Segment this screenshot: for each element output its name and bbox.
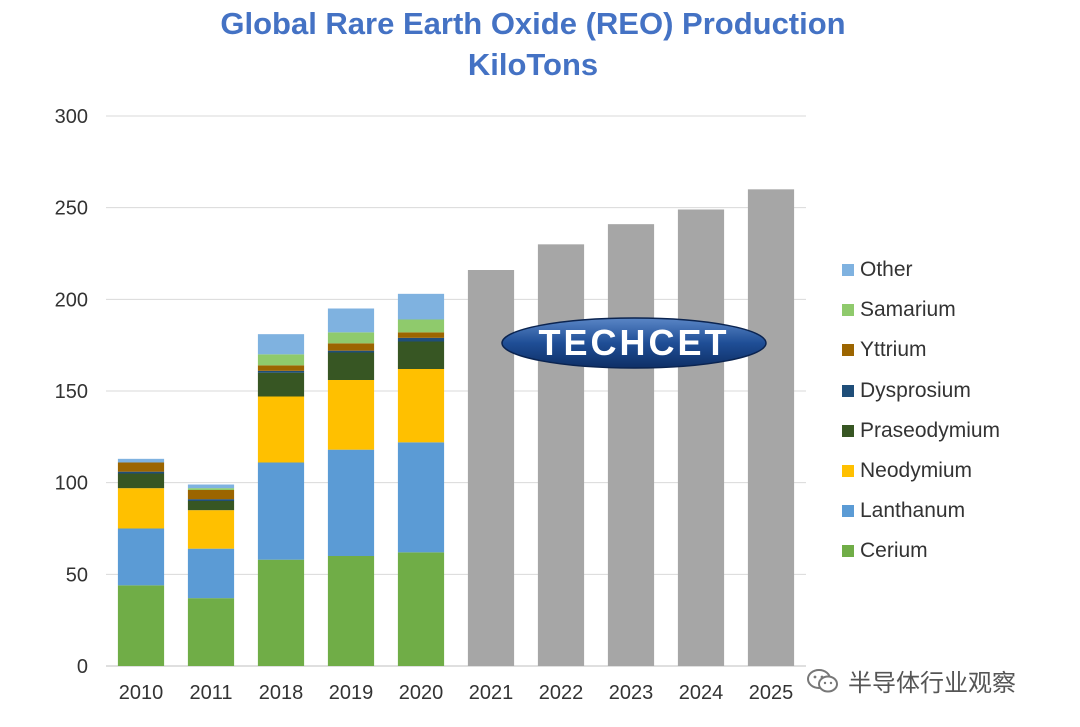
bar-dysprosium-2020 — [397, 337, 445, 342]
bar-lanthanum-2018 — [257, 462, 305, 560]
bar-lanthanum-2020 — [397, 442, 445, 553]
bar-lanthanum-2011 — [187, 548, 235, 599]
x-tick-label: 2019 — [329, 682, 374, 704]
chart-title: Global Rare Earth Oxide (REO) Production — [220, 6, 846, 41]
legend-item-dysprosium: Dysprosium — [842, 371, 1000, 411]
legend-swatch — [842, 384, 854, 397]
legend-label: Cerium — [860, 539, 928, 563]
bar-samarium-2020 — [397, 319, 445, 333]
bar-dysprosium-2018 — [257, 370, 305, 373]
legend-label: Dysprosium — [860, 378, 971, 402]
bar-forecast-2023 — [607, 224, 655, 666]
legend-swatch — [842, 465, 854, 478]
bar-yttrium-2018 — [257, 365, 305, 371]
watermark: 半导体行业观察 — [806, 663, 1016, 698]
bar-yttrium-2020 — [397, 332, 445, 338]
legend-swatch — [842, 505, 854, 518]
legend-label: Lanthanum — [860, 499, 966, 523]
legend-label: Yttrium — [860, 338, 927, 362]
bar-lanthanum-2010 — [117, 528, 165, 586]
bar-samarium-2011 — [187, 488, 235, 490]
bar-cerium-2011 — [187, 598, 235, 666]
x-tick-label: 2023 — [609, 682, 654, 704]
logo-text: TECHCET — [539, 322, 730, 363]
legend-label: Praseodymium — [860, 418, 1001, 442]
bar-neodymium-2018 — [257, 396, 305, 463]
bars — [117, 189, 795, 667]
bar-other-2011 — [187, 484, 235, 489]
legend-item-samarium: Samarium — [842, 290, 1000, 330]
legend-label: Other — [860, 258, 913, 282]
bar-other-2010 — [117, 458, 165, 463]
bar-dysprosium-2019 — [327, 350, 375, 353]
legend-item-cerium: Cerium — [842, 531, 1000, 571]
techcet-logo: TECHCET — [500, 316, 768, 370]
bar-neodymium-2019 — [327, 380, 375, 450]
legend-item-yttrium: Yttrium — [842, 330, 1000, 370]
legend-swatch — [842, 264, 854, 277]
watermark-text: 半导体行业观察 — [848, 669, 1016, 697]
bar-dysprosium-2011 — [187, 499, 235, 501]
bar-other-2018 — [257, 334, 305, 355]
bar-praseodymium-2011 — [187, 501, 235, 511]
chart-subtitle: KiloTons — [467, 47, 599, 82]
x-tick-label: 2025 — [749, 682, 794, 704]
bar-neodymium-2020 — [397, 369, 445, 443]
x-tick-label: 2022 — [539, 682, 584, 704]
legend-item-neodymium: Neodymium — [842, 451, 1000, 491]
x-tick-label: 2011 — [189, 682, 232, 704]
y-tick-label: 300 — [55, 106, 88, 128]
bar-cerium-2019 — [327, 556, 375, 666]
x-tick-label: 2024 — [679, 682, 724, 704]
x-tick-label: 2021 — [469, 682, 514, 704]
bar-praseodymium-2018 — [257, 372, 305, 397]
y-tick-label: 250 — [55, 198, 88, 220]
legend-label: Neodymium — [860, 459, 973, 483]
legend-swatch — [842, 344, 854, 357]
bar-praseodymium-2019 — [327, 352, 375, 380]
bar-samarium-2019 — [327, 332, 375, 344]
bar-forecast-2024 — [677, 209, 725, 666]
y-tick-label: 0 — [77, 656, 88, 678]
legend-label: Samarium — [860, 298, 956, 322]
bar-other-2020 — [397, 293, 445, 320]
legend-swatch — [842, 545, 854, 558]
bar-other-2019 — [327, 308, 375, 333]
bar-yttrium-2019 — [327, 343, 375, 351]
bar-samarium-2018 — [257, 354, 305, 366]
x-tick-label: 2020 — [399, 682, 444, 704]
y-tick-label: 100 — [55, 473, 88, 495]
y-axis: 0 50 100 150 200 250 300 — [55, 106, 88, 678]
y-tick-label: 50 — [66, 564, 88, 586]
bar-neodymium-2011 — [187, 510, 235, 549]
bar-dysprosium-2010 — [117, 471, 165, 474]
y-tick-label: 200 — [55, 289, 88, 311]
bar-yttrium-2011 — [187, 490, 235, 500]
x-tick-label: 2018 — [259, 682, 304, 704]
legend-item-other: Other — [842, 250, 1000, 290]
bar-praseodymium-2010 — [117, 473, 165, 489]
legend-swatch — [842, 304, 854, 317]
bar-cerium-2020 — [397, 552, 445, 666]
wechat-icon — [807, 668, 838, 692]
bar-cerium-2010 — [117, 585, 165, 666]
bar-forecast-2022 — [537, 244, 585, 667]
bar-forecast-2025 — [747, 189, 795, 667]
bar-praseodymium-2020 — [397, 341, 445, 369]
y-tick-label: 150 — [55, 381, 88, 403]
bar-cerium-2018 — [257, 559, 305, 666]
bar-yttrium-2010 — [117, 462, 165, 472]
legend-item-lanthanum: Lanthanum — [842, 491, 1000, 531]
x-axis: 2010 2011 2018 2019 2020 2021 2022 2023 2024 2025 — [119, 682, 794, 704]
legend: Other Samarium Yttrium Dysprosium Praseodymi… — [842, 250, 1000, 572]
x-tick-label: 2010 — [119, 682, 164, 704]
bar-neodymium-2010 — [117, 488, 165, 529]
bar-lanthanum-2019 — [327, 449, 375, 556]
legend-swatch — [842, 424, 854, 437]
legend-item-praseodymium: Praseodymium — [842, 411, 1000, 451]
